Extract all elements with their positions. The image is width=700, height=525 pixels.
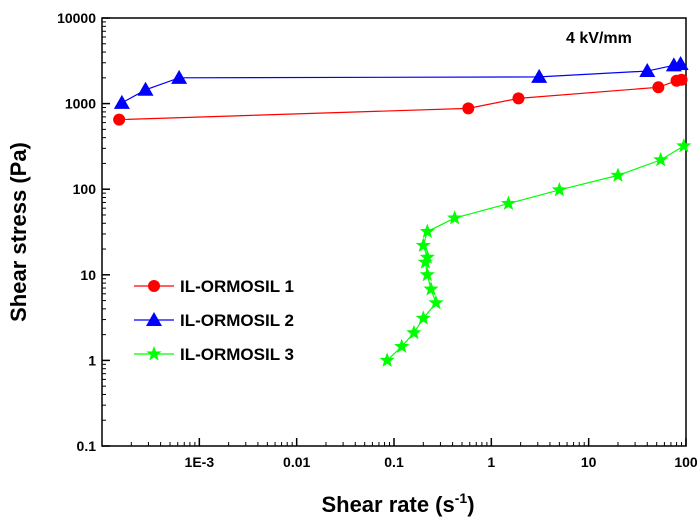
series-3-line — [386, 145, 685, 361]
series-3-point — [394, 338, 410, 354]
series-3-point — [500, 195, 517, 211]
y-tick-label: 100 — [73, 181, 97, 197]
series-1-point — [652, 81, 665, 94]
x-axis-title-close: ) — [467, 492, 474, 517]
series-3-point — [676, 137, 692, 153]
plot-border — [101, 17, 687, 447]
x-tick-label: 0.01 — [283, 454, 310, 470]
legend-item-2: IL-ORMOSIL 2 — [134, 311, 294, 330]
series-2-point — [639, 63, 656, 78]
series-3-point — [419, 266, 435, 282]
series-2-line — [121, 63, 681, 104]
legend-marker — [146, 312, 162, 326]
x-tick-label: 100 — [674, 454, 698, 470]
x-axis-title: Shear rate (s-1) — [321, 490, 474, 517]
series-3-point — [551, 181, 567, 197]
series-3-point — [653, 151, 669, 167]
y-tick-label: 0.1 — [77, 438, 97, 454]
series-3-point — [447, 210, 463, 225]
legend-label: IL-ORMOSIL 1 — [180, 277, 294, 296]
y-tick-label: 1 — [88, 352, 96, 368]
y-tick-label: 10 — [80, 267, 96, 283]
legend-label: IL-ORMOSIL 2 — [180, 311, 294, 330]
x-tick-label: 1 — [487, 454, 495, 470]
legend-marker — [146, 346, 162, 361]
series-2-point — [137, 81, 154, 96]
series-1-point — [512, 92, 525, 105]
series-3-point — [419, 249, 435, 264]
series-1-point — [675, 73, 688, 86]
legend-item-1: IL-ORMOSIL 1 — [134, 277, 294, 296]
series-1 — [113, 73, 688, 126]
y-axis: 0.1 1 10 100 1000 10000 — [57, 10, 110, 454]
series-3-point — [415, 237, 431, 252]
plot-frame — [101, 17, 687, 447]
y-tick-label: 10000 — [57, 10, 96, 26]
x-tick-label: 1E-3 — [185, 454, 215, 470]
x-tick-label: 10 — [581, 454, 597, 470]
series-3-point — [428, 294, 444, 310]
series-2-point — [113, 94, 130, 109]
series-3 — [379, 137, 692, 367]
legend-marker — [148, 280, 160, 292]
series-3-point — [419, 223, 435, 239]
series-2-point — [171, 69, 188, 84]
x-axis-title-main: Shear rate (s — [321, 492, 454, 517]
series-3-point — [406, 324, 422, 340]
legend: IL-ORMOSIL 1 IL-ORMOSIL 2 IL-ORMOSIL 3 — [134, 277, 294, 364]
series-3-point — [379, 352, 395, 367]
y-tick-label: 1000 — [65, 96, 96, 112]
series-layer — [113, 56, 692, 367]
x-axis-title-superscript: -1 — [455, 490, 468, 506]
field-strength-annotation: 4 kV/mm — [566, 30, 632, 47]
series-1-point — [113, 113, 126, 126]
series-3-point — [423, 281, 439, 296]
legend-label: IL-ORMOSIL 3 — [180, 345, 294, 364]
legend-item-3: IL-ORMOSIL 3 — [134, 345, 294, 364]
series-1-line — [119, 79, 682, 121]
x-tick-label: 0.1 — [384, 454, 404, 470]
y-axis-title: Shear stress (Pa) — [6, 142, 31, 322]
series-1-point — [462, 102, 475, 115]
series-2-point — [531, 68, 548, 83]
series-3-point — [610, 167, 626, 182]
series-2 — [113, 56, 689, 109]
series-3-point — [415, 310, 431, 325]
series-2-point — [672, 56, 689, 71]
x-axis: 1E-3 0.01 0.1 1 10 100 — [130, 438, 698, 470]
